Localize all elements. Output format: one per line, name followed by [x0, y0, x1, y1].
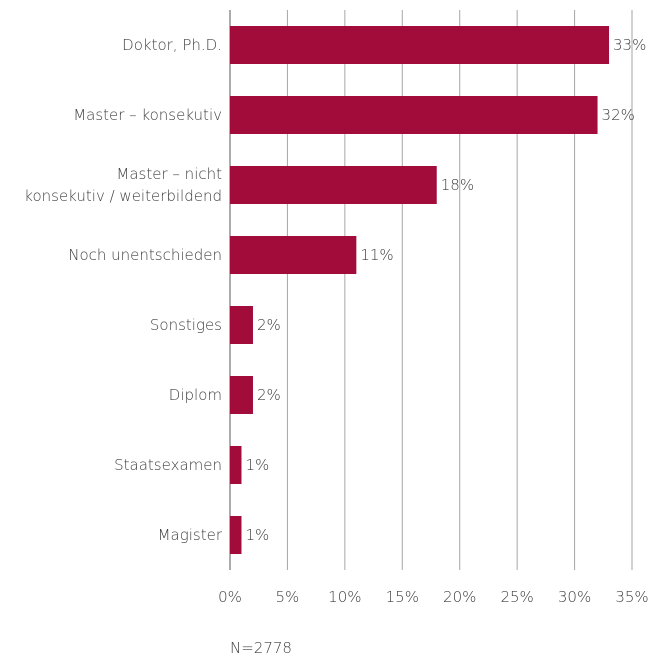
x-tick-label: 20% [443, 588, 476, 606]
category-label: Staatsexamen [114, 456, 222, 474]
data-label: 1% [245, 526, 269, 544]
bar [230, 446, 242, 484]
x-tick-label: 35% [615, 588, 648, 606]
category-label: Master – konsekutiv [73, 106, 222, 124]
bar [230, 516, 242, 554]
bar [230, 166, 437, 204]
x-tick-label: 10% [328, 588, 361, 606]
x-tick-label: 25% [500, 588, 533, 606]
category-label: Master – nicht konsekutiv / weiterbildend [24, 165, 222, 205]
x-tick-label: 15% [386, 588, 419, 606]
bar [230, 306, 253, 344]
x-axis-ticks: 0% 5% 10% 15% 20% 25% 30% 35% [218, 588, 649, 606]
bar [230, 236, 357, 274]
category-label: Magister [158, 526, 223, 544]
gridlines [229, 10, 633, 570]
category-label: Sonstiges [150, 316, 222, 334]
category-labels: Doktor, Ph.D. Master – konsekutiv Master –… [24, 36, 223, 544]
bar [230, 26, 610, 64]
data-label: 32% [602, 106, 635, 124]
data-label: 11% [360, 246, 393, 264]
x-tick-label: 30% [558, 588, 591, 606]
data-label: 18% [441, 176, 474, 194]
bar [230, 376, 253, 414]
data-label: 33% [613, 36, 646, 54]
bar [230, 96, 598, 134]
value-labels: 33% 32% 18% 11% 2% 2% 1% 1% [245, 36, 646, 544]
data-label: 2% [257, 316, 281, 334]
category-label: Noch unentschieden [68, 246, 222, 264]
sample-size-note: N=2778 [230, 639, 292, 656]
category-label: Diplom [169, 386, 222, 404]
data-label: 1% [245, 456, 269, 474]
data-label: 2% [257, 386, 281, 404]
x-tick-label: 0% [218, 588, 242, 606]
category-label: Doktor, Ph.D. [122, 36, 222, 54]
bars [230, 26, 610, 554]
x-tick-label: 5% [276, 588, 300, 606]
